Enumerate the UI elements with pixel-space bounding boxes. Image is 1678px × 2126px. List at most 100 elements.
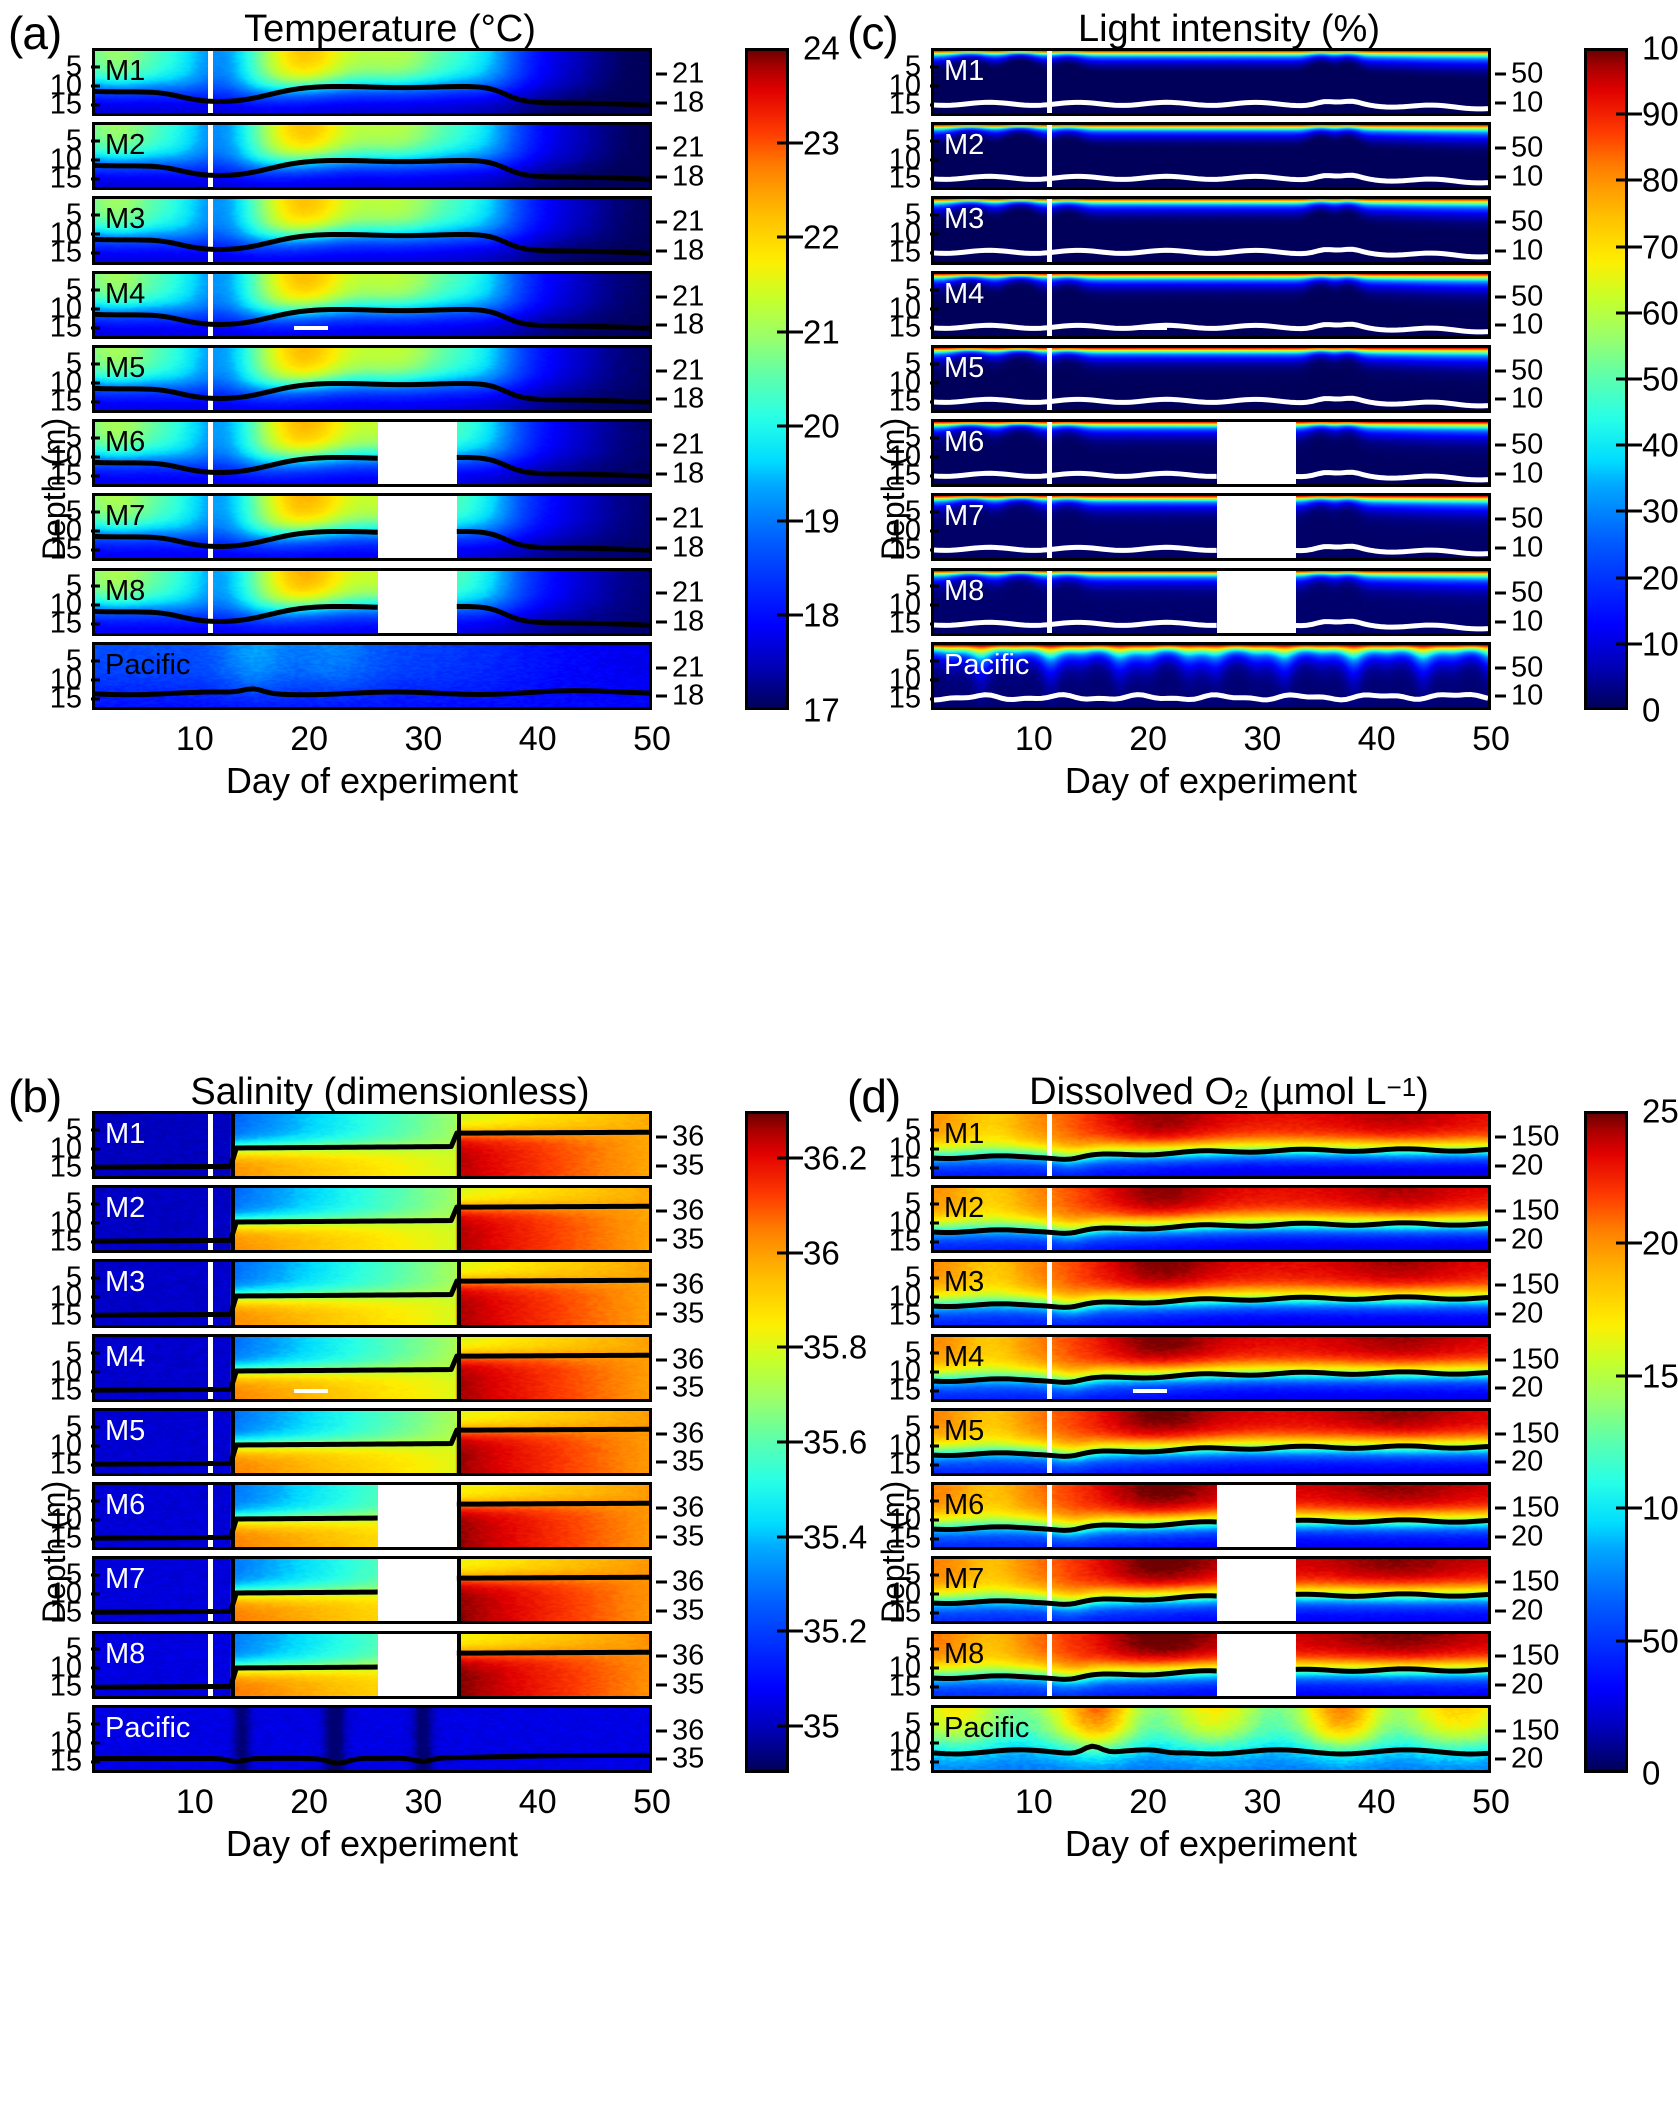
right-axis-label: 35: [672, 1223, 705, 1256]
event-line: [456, 1336, 461, 1399]
heatmap-canvas: [934, 1262, 1488, 1325]
subplot-pacific: Pacific: [92, 641, 652, 710]
right-axis-label: 18: [672, 160, 705, 193]
depth-profile-line: [934, 274, 1488, 336]
depth-profile-line: [95, 496, 649, 558]
right-value-ticks: 35 36: [656, 1111, 746, 1182]
right-value-ticks: 18 21: [656, 419, 746, 488]
panel-b-colorbar-ticks: 35 35.2 35.4 35.6 35.8 36 36.2: [777, 1111, 889, 1773]
subplot-m7: M7: [931, 493, 1491, 562]
right-axis-label: 150: [1511, 1268, 1560, 1301]
colorbar-tick-mark: [1616, 576, 1642, 580]
mesocosm-label-m6: M6: [944, 426, 985, 459]
colorbar-tick-label: 250: [1642, 1092, 1678, 1130]
colorbar-tick-label: 35.4: [803, 1518, 868, 1556]
depth-tick-label: 15: [49, 385, 82, 418]
subplot-m3: M3: [92, 196, 652, 265]
depth-tick-label: 10: [888, 1355, 921, 1388]
right-axis-label: 10: [1511, 605, 1544, 638]
depth-ticks: 5 10 15: [34, 1111, 100, 1182]
colorbar-tick-mark: [777, 1251, 803, 1255]
depth-profile-line: [934, 1708, 1488, 1770]
right-value-ticks: 35 36: [656, 1259, 746, 1330]
depth-tick-label: 5: [904, 1632, 921, 1665]
colorbar-tick-mark: [1616, 443, 1642, 447]
subplot-m8: M8: [931, 567, 1491, 636]
right-value-ticks: 18 21: [656, 48, 746, 119]
mesocosm-label-m7: M7: [944, 500, 985, 533]
depth-ticks: 5 10 15: [34, 122, 100, 193]
colorbar-tick-label: 70: [1642, 228, 1678, 266]
mesocosm-label-m1: M1: [944, 1118, 985, 1150]
colorbar-tick-label: 20: [803, 407, 840, 445]
colorbar-tick-label: 30: [1642, 492, 1678, 530]
colorbar-tick-mark: [1616, 1639, 1642, 1643]
depth-tick-label: 5: [65, 495, 82, 528]
marker-line-day11: [1047, 1485, 1053, 1548]
right-axis-label: 18: [672, 679, 705, 712]
panel-d-letter: (d): [847, 1070, 901, 1122]
depth-ticks: 5 10 15: [34, 1185, 100, 1256]
subplot-pacific: Pacific: [931, 1704, 1491, 1773]
right-axis-label: 150: [1511, 1639, 1560, 1672]
x-tick-label: 20: [290, 720, 329, 758]
right-axis-label: 18: [672, 86, 705, 119]
depth-tick-label: 15: [888, 459, 921, 492]
depth-tick-label: 10: [888, 440, 921, 473]
event-line: [456, 1485, 461, 1548]
right-axis-label: 20: [1511, 1371, 1544, 1404]
depth-tick-label: 10: [888, 1577, 921, 1610]
subplot-m8: M8: [92, 1630, 652, 1699]
panel-a-letter: (a): [8, 7, 62, 59]
depth-tick-label: 10: [49, 1206, 82, 1239]
right-axis-label: 36: [672, 1639, 705, 1672]
right-axis-label: 35: [672, 1668, 705, 1701]
white-scale-artifact: [294, 1388, 328, 1393]
right-axis-label: 20: [1511, 1668, 1544, 1701]
x-tick-label: 20: [1129, 1783, 1168, 1821]
subplot-m1: M1: [92, 48, 652, 117]
colorbar-tick-label: 35: [803, 1707, 840, 1745]
depth-profile-line: [934, 1114, 1488, 1176]
depth-tick-label: 5: [904, 198, 921, 231]
data-gap-box: [1216, 1559, 1296, 1622]
colorbar-tick-label: 20: [1642, 559, 1678, 597]
mesocosm-label-m2: M2: [105, 1192, 146, 1225]
subplot-m5: M5: [931, 1407, 1491, 1477]
x-tick-label: 20: [1129, 720, 1168, 758]
depth-ticks: 5 10 15: [873, 122, 939, 193]
marker-line-day11: [208, 1336, 214, 1399]
depth-ticks: 5 10 15: [34, 1631, 100, 1701]
depth-tick-label: 5: [65, 1707, 82, 1740]
right-axis-label: 35: [672, 1297, 705, 1330]
depth-tick-label: 15: [888, 1670, 921, 1703]
mesocosm-label-m3: M3: [105, 1266, 146, 1299]
depth-tick-label: 15: [888, 1745, 921, 1778]
depth-tick-label: 10: [49, 1577, 82, 1610]
depth-tick-label: 5: [904, 1558, 921, 1591]
colorbar-tick-label: 60: [1642, 294, 1678, 332]
marker-line-day11: [208, 125, 214, 188]
depth-tick-label: 10: [888, 143, 921, 176]
right-axis-label: 150: [1511, 1565, 1560, 1598]
heatmap-canvas: [934, 1114, 1488, 1177]
mesocosm-label-m4: M4: [944, 277, 985, 310]
colorbar-tick-mark: [1616, 1506, 1642, 1510]
right-axis-label: 18: [672, 605, 705, 638]
marker-line-day11: [208, 1410, 214, 1474]
right-axis-label: 10: [1511, 234, 1544, 267]
marker-line-day11: [1047, 199, 1053, 262]
panel-c-colorbar-ticks: 0 10 20 30 40 50 60 70 80 90 100: [1616, 32, 1678, 727]
right-axis-label: 20: [1511, 1594, 1544, 1627]
depth-tick-label: 5: [904, 1484, 921, 1517]
depth-tick-label: 5: [904, 1261, 921, 1294]
depth-tick-label: 15: [49, 1299, 82, 1332]
subplot-m5: M5: [92, 1407, 652, 1477]
depth-tick-label: 10: [49, 1503, 82, 1536]
right-axis-label: 35: [672, 1149, 705, 1182]
mesocosm-label-m4: M4: [105, 1340, 146, 1373]
right-axis-label: 36: [672, 1417, 705, 1450]
panel-d-xlabel: Day of experiment: [1064, 1823, 1358, 1864]
right-axis-label: 50: [1511, 576, 1544, 609]
colorbar-tick-label: 40: [1642, 426, 1678, 464]
